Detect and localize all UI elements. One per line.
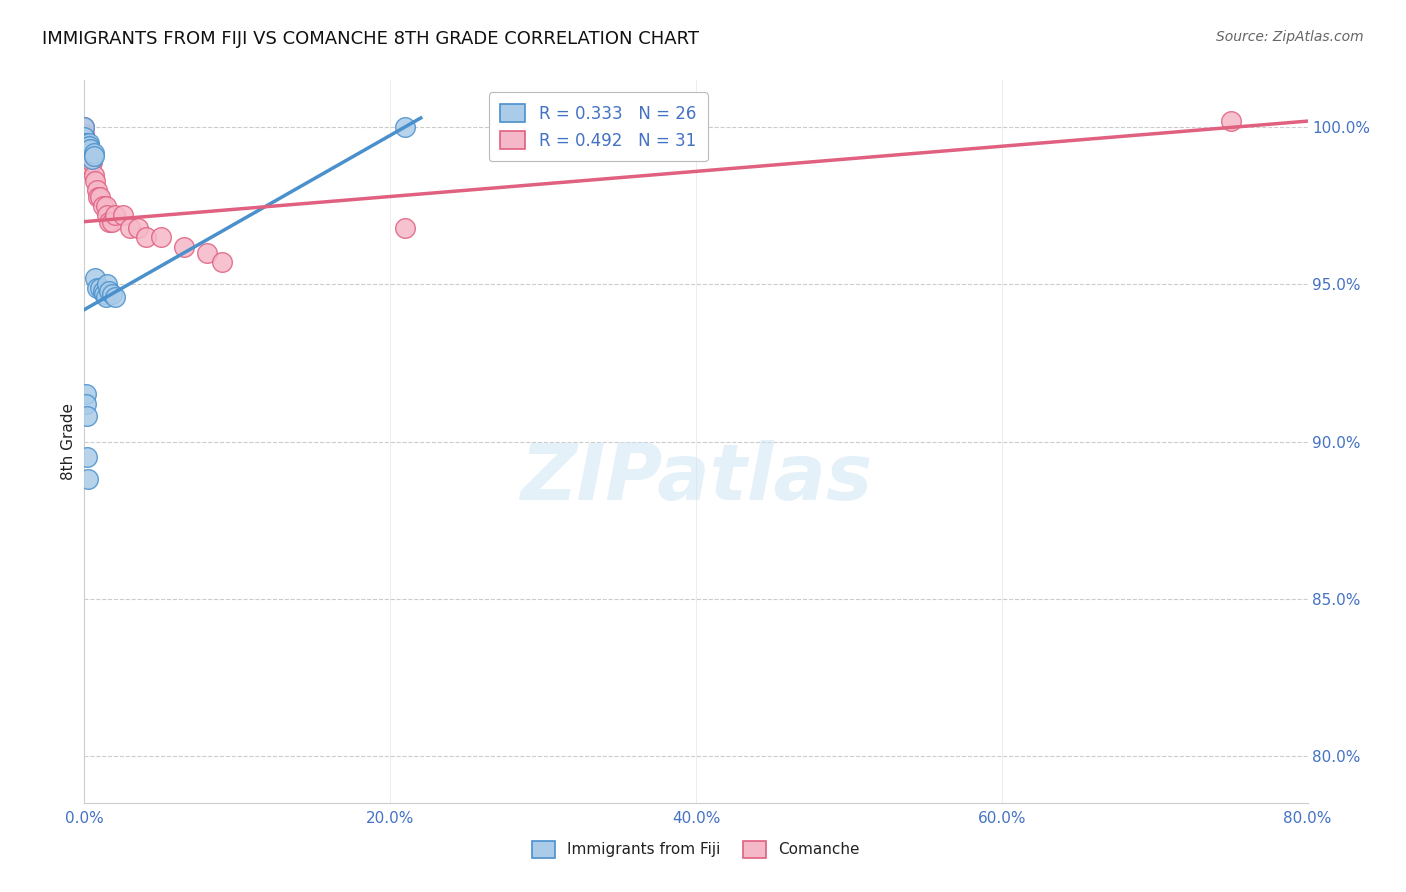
Legend: Immigrants from Fiji, Comanche: Immigrants from Fiji, Comanche — [526, 835, 866, 863]
Point — [120, 221, 142, 235]
Point — [77, 472, 100, 486]
Point — [96, 277, 118, 292]
Point — [94, 290, 117, 304]
Point — [89, 189, 111, 203]
Point — [73, 127, 96, 141]
Text: IMMIGRANTS FROM FIJI VS COMANCHE 8TH GRADE CORRELATION CHART: IMMIGRANTS FROM FIJI VS COMANCHE 8TH GRA… — [42, 30, 699, 48]
Point — [101, 286, 124, 301]
Point — [84, 271, 107, 285]
Point — [104, 208, 127, 222]
Point — [83, 145, 105, 160]
Point — [76, 145, 98, 160]
Point — [83, 149, 105, 163]
Point — [1220, 114, 1243, 128]
Point — [77, 152, 100, 166]
Point — [77, 142, 100, 156]
Point — [75, 397, 97, 411]
Point — [76, 450, 98, 465]
Point — [77, 139, 100, 153]
Point — [97, 284, 120, 298]
Point — [75, 387, 97, 401]
Point — [80, 152, 103, 166]
Point — [80, 155, 103, 169]
Point — [394, 120, 416, 135]
Point — [86, 280, 108, 294]
Point — [91, 199, 114, 213]
Point — [127, 221, 149, 235]
Point — [73, 120, 96, 135]
Point — [73, 136, 96, 150]
Point — [87, 189, 110, 203]
Point — [104, 290, 127, 304]
Point — [135, 230, 157, 244]
Point — [101, 214, 124, 228]
Point — [93, 286, 115, 301]
Point — [77, 136, 100, 150]
Point — [73, 120, 96, 135]
Point — [73, 136, 96, 150]
Point — [91, 284, 114, 298]
Point — [83, 168, 105, 182]
Point — [394, 221, 416, 235]
Text: Source: ZipAtlas.com: Source: ZipAtlas.com — [1216, 30, 1364, 45]
Point — [211, 255, 233, 269]
Point — [94, 199, 117, 213]
Point — [86, 183, 108, 197]
Point — [89, 280, 111, 294]
Point — [111, 208, 134, 222]
Text: ZIPatlas: ZIPatlas — [520, 440, 872, 516]
Point — [73, 136, 96, 150]
Point — [84, 174, 107, 188]
Point — [149, 230, 172, 244]
Point — [73, 129, 96, 144]
Point — [195, 246, 218, 260]
Point — [96, 208, 118, 222]
Point — [73, 129, 96, 144]
Point — [79, 142, 101, 156]
Point — [97, 214, 120, 228]
Point — [76, 409, 98, 424]
Point — [73, 136, 96, 150]
Point — [173, 240, 195, 254]
Point — [79, 158, 101, 172]
Y-axis label: 8th Grade: 8th Grade — [60, 403, 76, 480]
